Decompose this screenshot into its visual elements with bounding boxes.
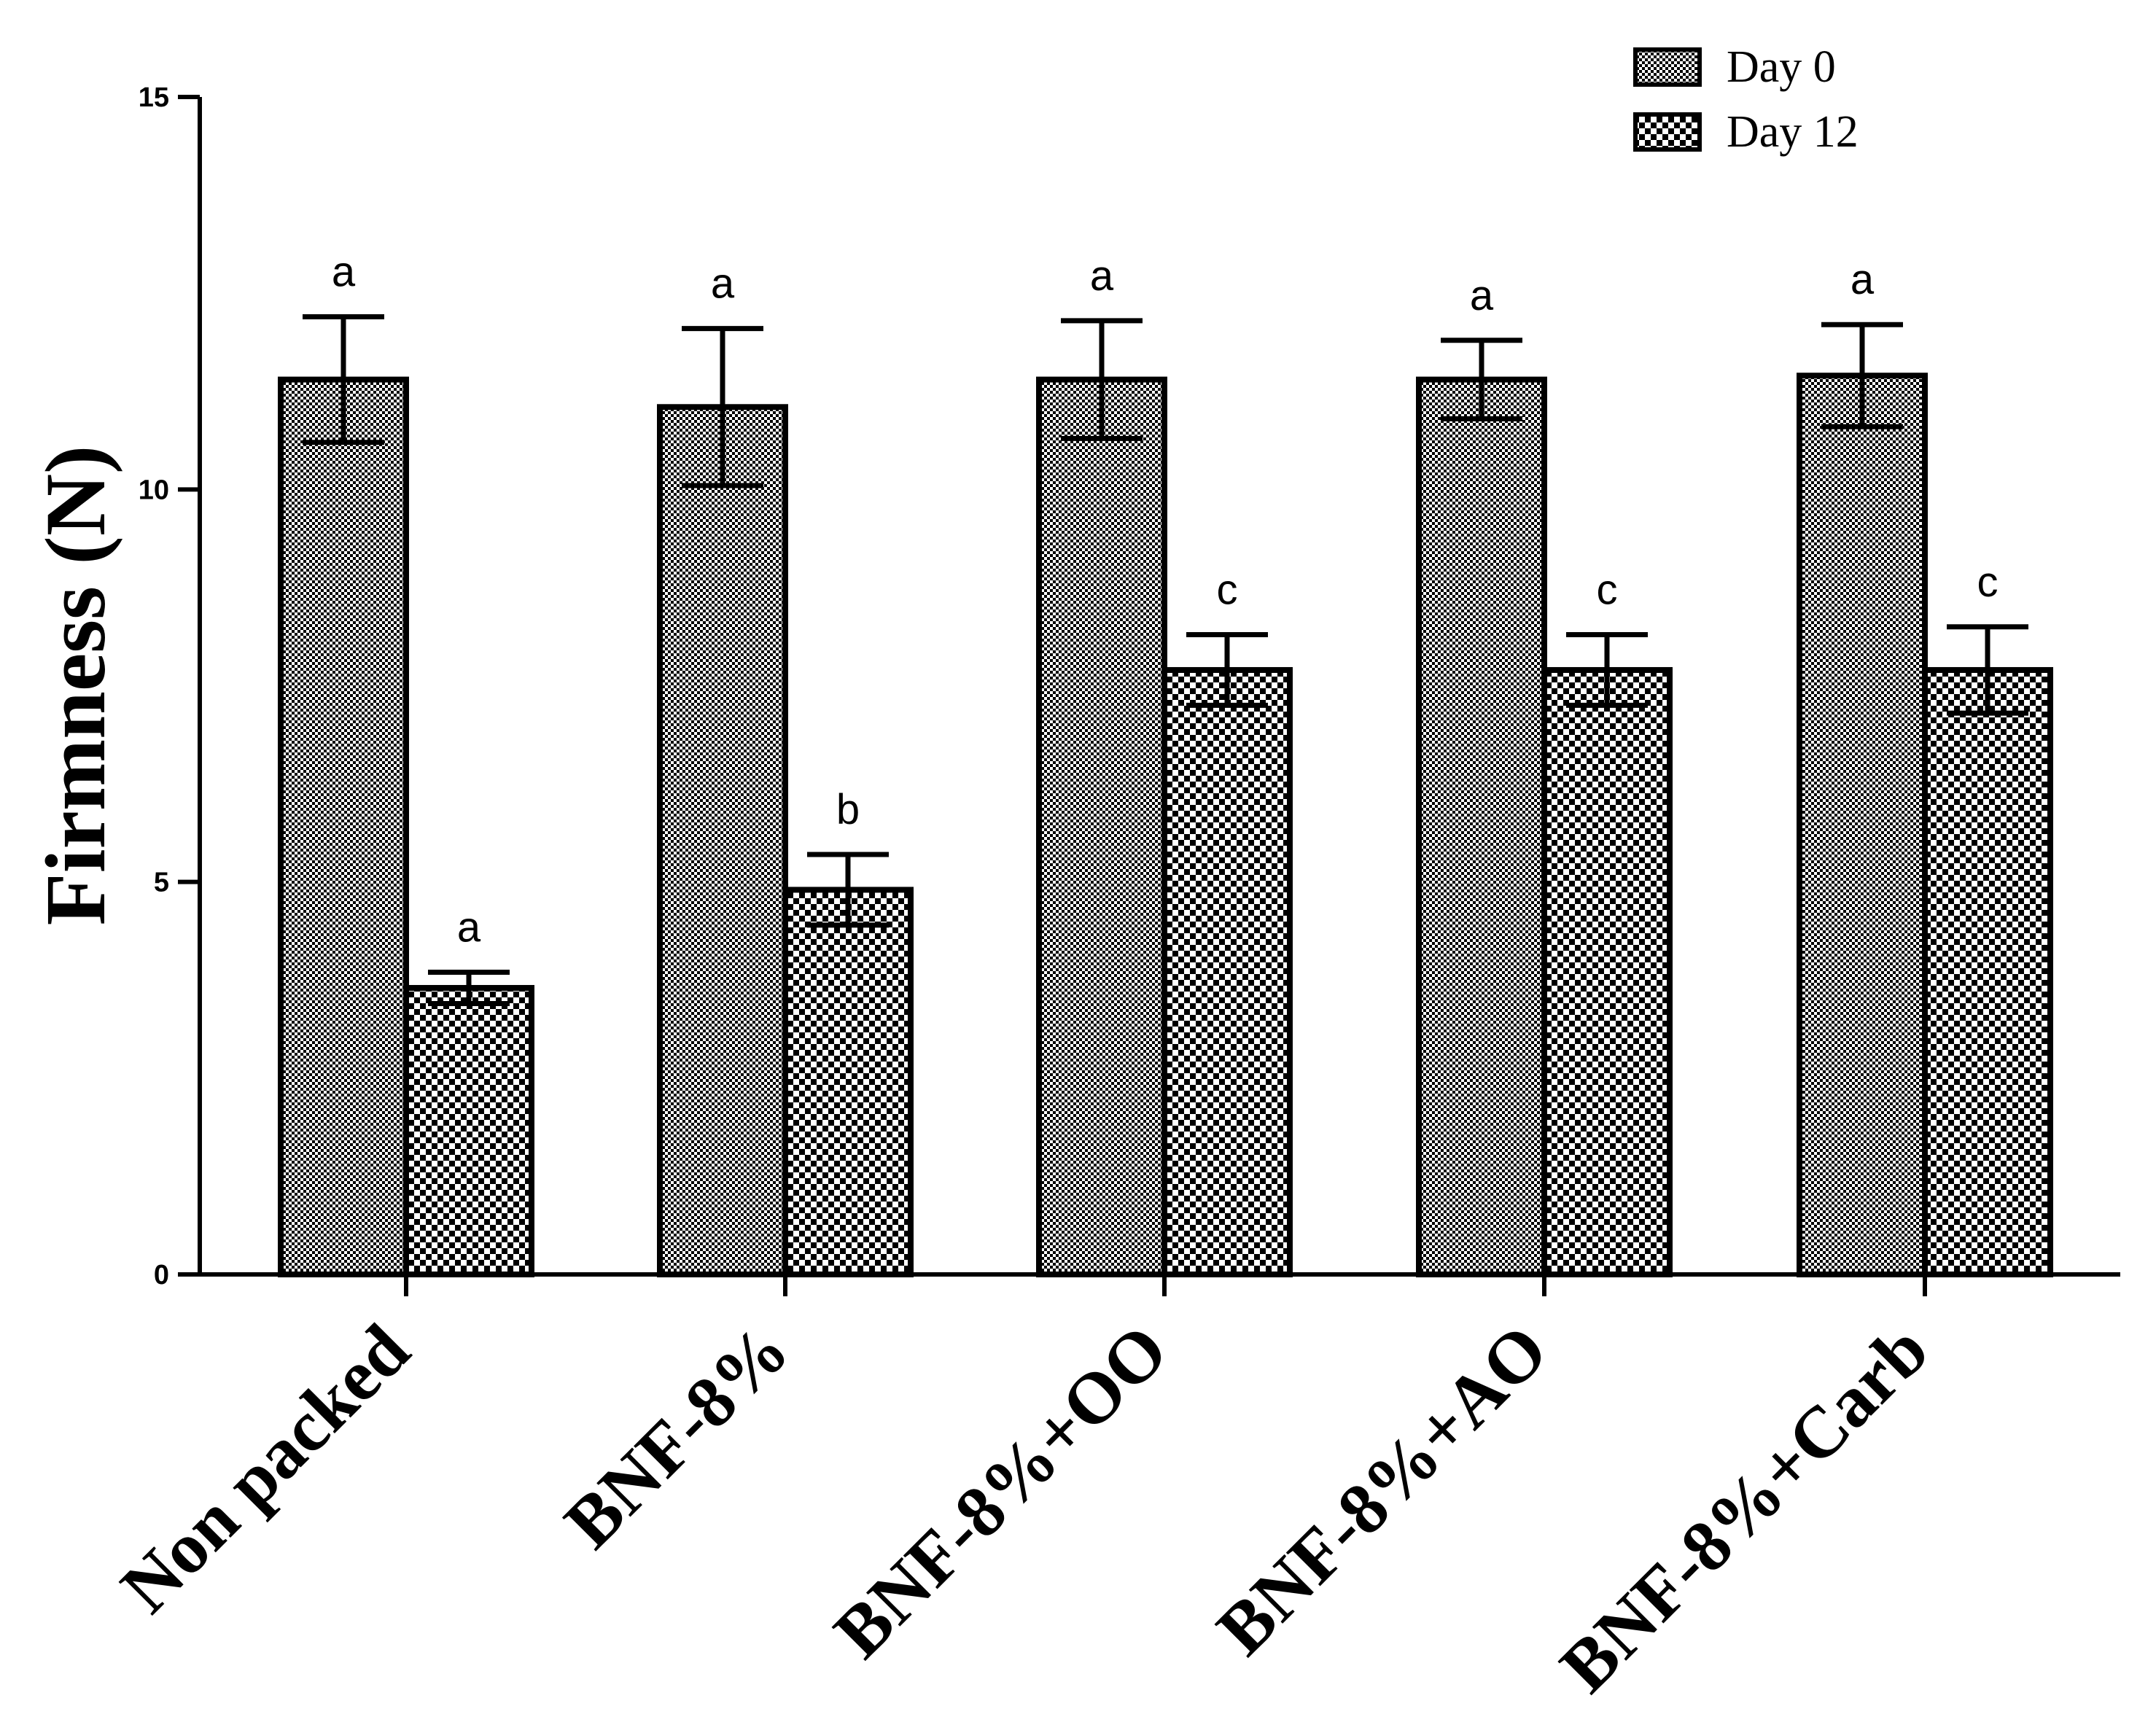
bar-day12-4 (1922, 666, 2053, 1277)
significance-label-1-3: c (1597, 566, 1618, 614)
significance-label-1-0: a (457, 903, 481, 951)
x-category-label-4: BNF-8%+Carb (1545, 1309, 1944, 1708)
bar-day12-1 (782, 887, 914, 1277)
x-category-label-1: BNF-8% (549, 1309, 804, 1564)
bar-day0-3 (1416, 376, 1547, 1277)
x-category-label-2: BNF-8%+OO (819, 1309, 1183, 1673)
legend-label-0: Day 0 (1727, 42, 1836, 92)
y-axis-title: Firmness (N) (28, 445, 123, 926)
significance-label-0-2: a (1090, 252, 1114, 300)
significance-label-1-1: b (836, 786, 860, 833)
bar-day0-1 (657, 404, 788, 1277)
ticks-layer: 0 5 10 15 (139, 82, 1927, 1296)
legend-swatch-1 (1633, 112, 1702, 152)
axes-layer (198, 97, 2120, 1277)
y-tick-label-2: 10 (139, 475, 169, 505)
bar-day12-2 (1161, 666, 1293, 1277)
legend-label-1: Day 12 (1727, 107, 1859, 157)
significance-label-0-3: a (1470, 272, 1494, 319)
bar-day12-3 (1541, 666, 1673, 1277)
bar-day12-0 (403, 985, 534, 1278)
x-category-label-3: BNF-8%+AO (1202, 1309, 1563, 1670)
bars-layer (278, 373, 2053, 1278)
significance-label-1-4: c (1977, 558, 1999, 606)
bar-day0-2 (1036, 376, 1167, 1277)
significance-label-0-4: a (1850, 256, 1875, 303)
legend-swatch-0 (1633, 47, 1702, 87)
x-category-label-0: Non packed (106, 1309, 425, 1628)
bar-day0-0 (278, 376, 409, 1277)
y-tick-label-0: 0 (154, 1260, 169, 1290)
error-bars-layer (303, 314, 2028, 1007)
legend: Day 0 Day 12 (1633, 42, 1859, 157)
significance-label-0-1: a (711, 260, 735, 308)
y-tick-label-3: 15 (139, 82, 169, 113)
y-tick-label-1: 5 (154, 868, 169, 898)
significance-label-0-0: a (332, 248, 356, 295)
bar-day0-4 (1797, 373, 1928, 1277)
significance-label-1-2: c (1217, 566, 1238, 614)
